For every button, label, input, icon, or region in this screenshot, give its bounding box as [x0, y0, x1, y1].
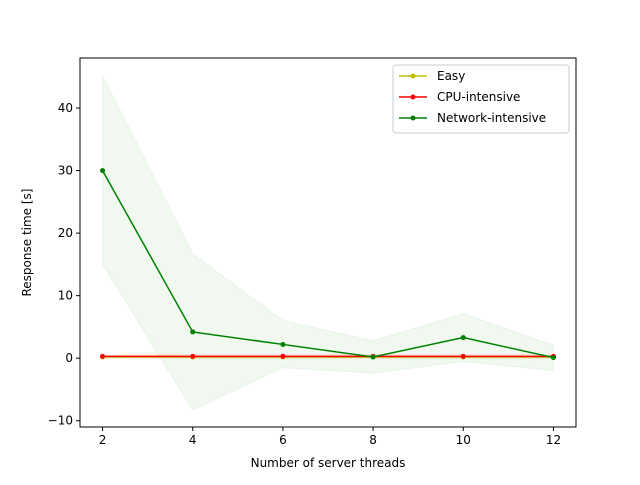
- y-axis: −10 0 10 20 30 40: [48, 101, 80, 428]
- legend-marker-cpu-intensive: [410, 94, 416, 100]
- x-tick-label: 10: [456, 433, 471, 447]
- cpu-intensive-point: [190, 353, 196, 359]
- legend-label-easy: Easy: [437, 69, 465, 83]
- x-tick-label: 6: [279, 433, 287, 447]
- y-tick-label: 40: [58, 101, 73, 115]
- x-tick-label: 12: [546, 433, 561, 447]
- x-tick-label: 2: [99, 433, 107, 447]
- network-intensive-point: [370, 354, 376, 360]
- network-intensive-point: [100, 168, 106, 174]
- y-tick-label: 0: [65, 351, 73, 365]
- y-tick-label: 10: [58, 289, 73, 303]
- series-lines: [101, 170, 554, 359]
- legend-marker-network-intensive: [410, 115, 416, 121]
- legend-box: [392, 64, 570, 134]
- legend-marker-easy: [410, 73, 416, 79]
- y-tick-label: 20: [58, 226, 73, 240]
- network-intensive-line: [101, 170, 554, 359]
- y-tick-label: 30: [58, 164, 73, 178]
- plot-frame: [79, 57, 577, 428]
- legend-label-network-intensive: Network-intensive: [437, 111, 546, 125]
- network-intensive-point: [280, 341, 286, 347]
- x-tick-label: 4: [189, 433, 197, 447]
- x-axis: 2 4 6 8 10 12: [99, 427, 561, 447]
- cpu-intensive-point: [280, 353, 286, 359]
- x-tick-label: 8: [369, 433, 377, 447]
- network-intensive-point: [460, 335, 466, 341]
- x-axis-label: Number of server threads: [251, 456, 406, 470]
- series-points: [100, 168, 556, 361]
- network-intensive-point: [550, 355, 556, 361]
- cpu-intensive-point: [100, 353, 106, 359]
- network-intensive-point: [190, 329, 196, 335]
- y-tick-label: −10: [48, 414, 73, 428]
- legend-label-cpu-intensive: CPU-intensive: [437, 90, 520, 104]
- legend: Easy CPU-intensive Network-intensive: [392, 64, 570, 134]
- y-axis-label: Response time [s]: [20, 189, 34, 297]
- cpu-intensive-point: [460, 353, 466, 359]
- network-intensive-band: [102, 75, 554, 411]
